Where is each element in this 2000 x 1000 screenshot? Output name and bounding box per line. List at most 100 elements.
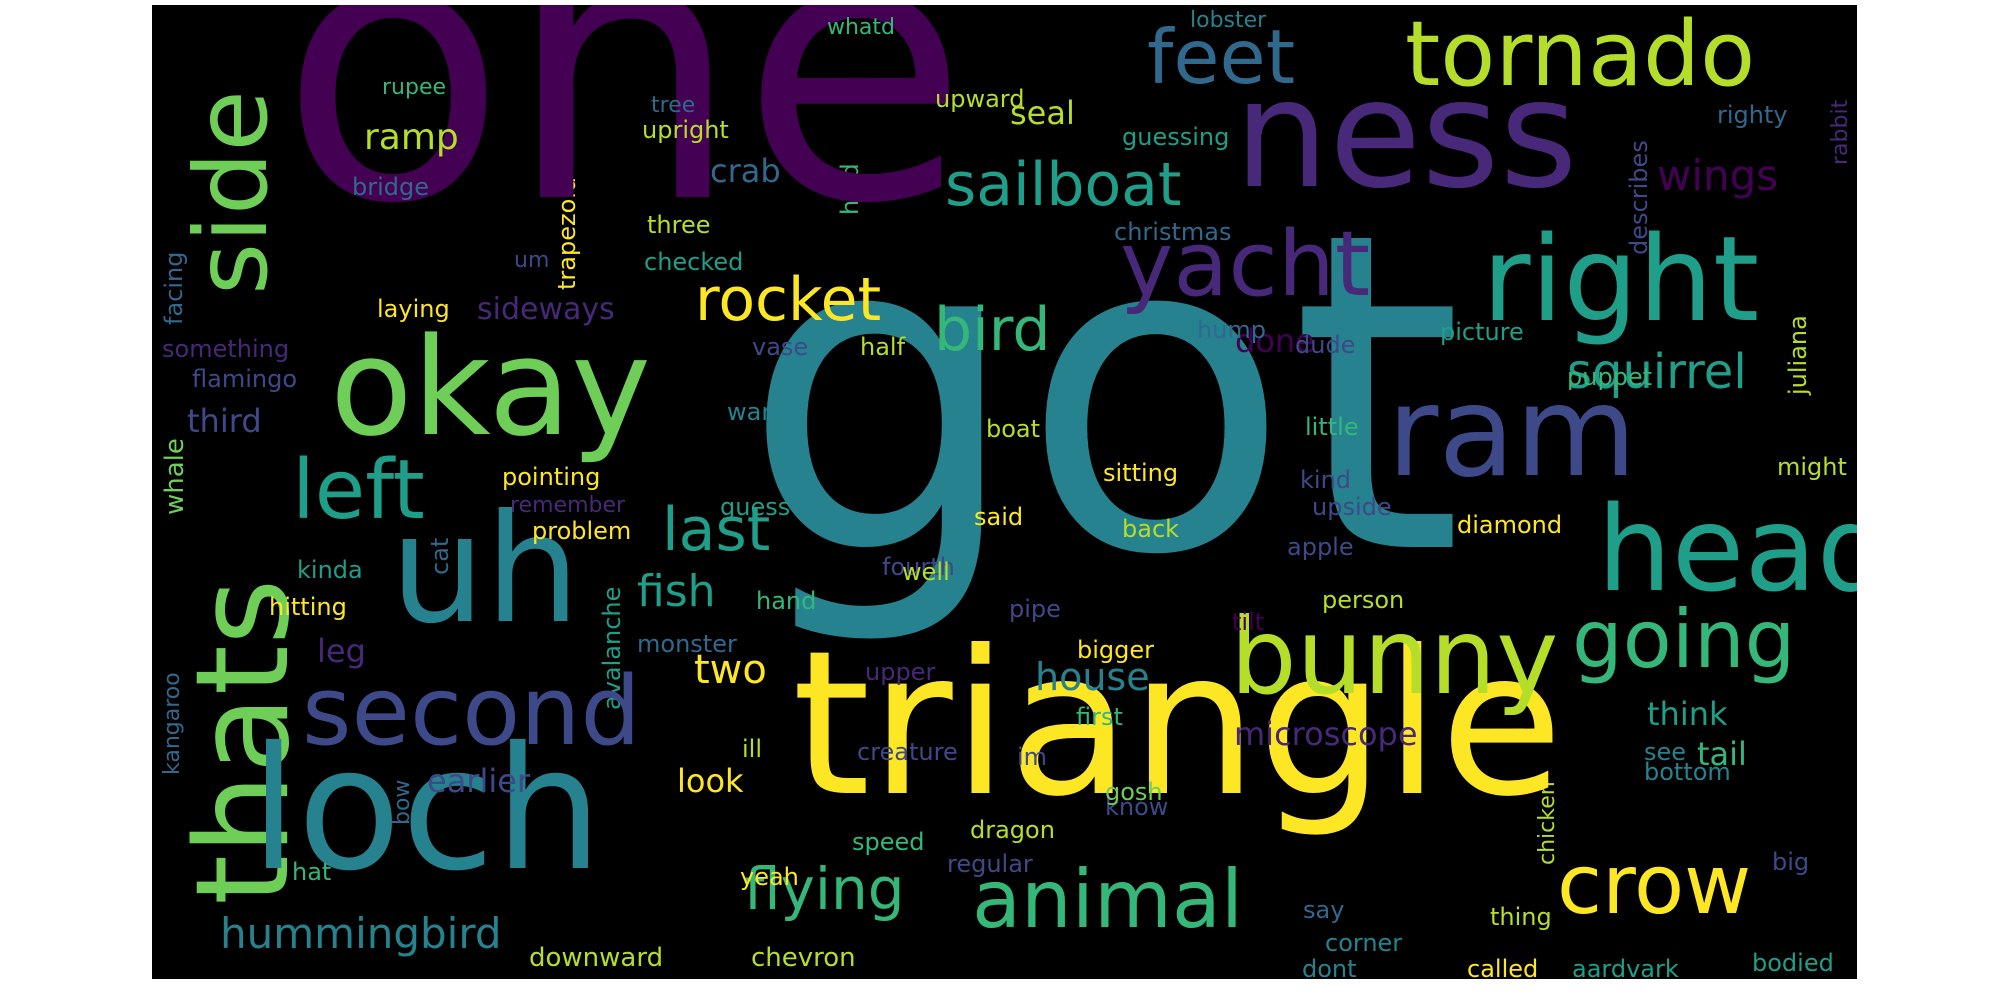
word: okay [330,309,652,466]
word: animal [972,853,1244,946]
word: ness [1234,48,1578,222]
word: flying [744,855,905,923]
word: guessing [1122,123,1230,151]
word: puppet [1567,363,1653,391]
word: head [1597,480,1857,618]
word: crow [1557,838,1752,933]
word-cloud: thats side whale facing kangaroo trapezo… [152,5,1857,979]
word: vase [752,333,809,361]
word: squirrel [1567,344,1747,400]
word: righty [1717,101,1788,129]
word: um [514,248,550,273]
word: going [1572,593,1796,686]
word: remember [510,493,626,518]
word: upright [642,116,729,144]
word: christmas [1114,218,1232,246]
word: uh [390,483,581,657]
word: upward [935,85,1025,113]
word: hump [1197,316,1267,344]
word: left [292,443,425,538]
word: bottom [1644,758,1731,786]
word: something [162,335,290,363]
word: second [302,657,641,767]
word: sideways [477,292,615,327]
word: big [1772,848,1810,876]
word: fish [637,566,716,617]
word: checked [644,248,744,276]
word: thing [1490,903,1552,931]
word: little [1305,413,1359,441]
word: picture [1440,318,1524,346]
word: tornado [1405,5,1756,107]
word: back [1122,515,1180,543]
word: first [1076,703,1123,731]
word: juliana [1784,315,1812,395]
word: lobster [1190,8,1267,33]
word: person [1322,586,1405,614]
word: say [1303,896,1345,924]
word: look [677,762,744,800]
word: said [974,503,1024,531]
word: feet [1147,13,1296,101]
word: well [902,558,950,586]
word: corner [1325,929,1403,957]
word: guess [720,493,791,521]
word: house [1035,655,1150,699]
word: ill [742,735,763,763]
word: regular [947,850,1033,878]
word: ram [1387,360,1637,505]
word: want [727,398,786,426]
word: tilt [1232,608,1265,636]
word: leg [317,632,366,670]
word: dont [1302,955,1357,979]
word: dude [1295,331,1356,359]
word: rocket [695,265,882,335]
word: speed [852,828,925,856]
word: bodied [1752,949,1834,977]
word: fourth [882,553,955,581]
word: crab [710,152,781,190]
word: pointing [502,463,601,491]
word: know [1105,793,1169,821]
word: three [647,211,711,239]
word: hand [756,587,817,615]
word: im [1017,743,1048,771]
word: rupee [382,75,447,100]
word: flamingo [192,365,297,393]
word: hummingbird [220,909,502,958]
word: yacht [1120,212,1371,317]
word: rabbit [1828,99,1853,165]
word: hitting [269,593,347,621]
word: gosh [1105,778,1163,806]
word: dragon [970,816,1055,844]
word: yeah [740,863,799,891]
word: bigger [1077,636,1155,664]
word: kind [1300,466,1352,494]
word: creature [857,738,958,766]
word: bridge [352,173,430,201]
word: apple [1287,533,1354,561]
word: triangle [792,608,1564,841]
word: upside [1312,493,1392,521]
word: got [742,139,1464,651]
word: monster [637,630,737,658]
word: third [187,402,262,440]
word: one [280,5,969,285]
word: think [1647,695,1728,733]
word: boat [986,415,1041,443]
word: whale [160,438,190,515]
word: bunny [1230,596,1559,718]
word: tail [1697,735,1747,773]
word: kangaroo [160,672,185,775]
word: sitting [1103,459,1179,487]
word: might [1777,453,1847,481]
word: side [173,90,290,295]
word: see [1644,738,1687,766]
word: wings [1657,151,1779,200]
word: bird [934,295,1051,365]
word: ramp [364,117,459,158]
word: done [1235,322,1315,360]
word: pipe [1009,595,1061,623]
word: two [694,647,767,693]
word: earlier [427,762,531,800]
